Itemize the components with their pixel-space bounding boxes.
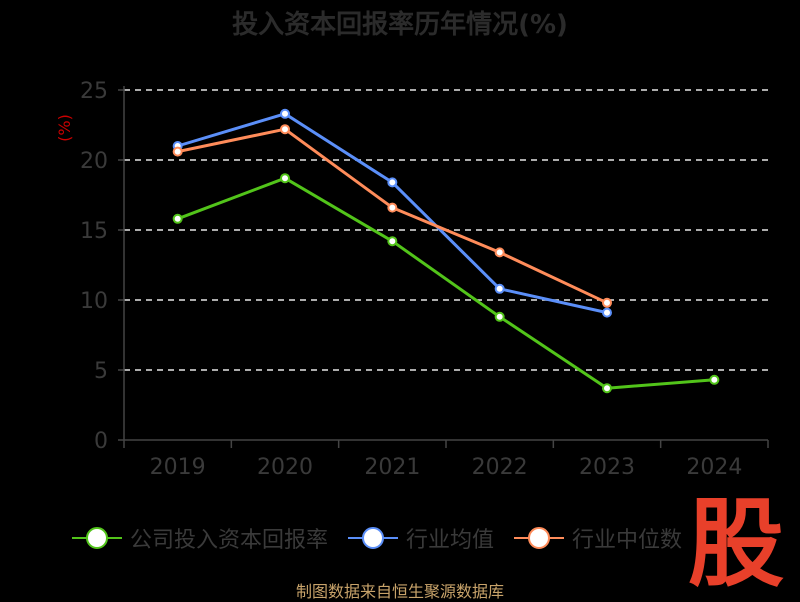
legend-item: 公司投入资本回报率: [72, 522, 328, 554]
chart-legend: 公司投入资本回报率 行业均值 行业中位数: [72, 522, 702, 554]
y-tick-label: 25: [80, 79, 108, 104]
data-point: [602, 383, 612, 394]
data-point: [602, 307, 612, 318]
x-tick-label: 2022: [472, 455, 528, 480]
series-line: [177, 127, 608, 305]
data-point: [709, 374, 720, 385]
legend-label: 公司投入资本回报率: [130, 528, 329, 553]
legend-label: 行业中位数: [572, 528, 683, 553]
data-point: [387, 202, 398, 213]
x-tick-label: 2020: [257, 455, 313, 480]
y-tick-label: 5: [94, 359, 108, 384]
series-line: [177, 176, 715, 390]
watermark-logo: 股: [688, 488, 784, 600]
data-point: [494, 311, 505, 322]
x-tick-label: 2021: [364, 455, 420, 480]
data-source-note: 制图数据来自恒生聚源数据库: [295, 582, 504, 601]
data-point: [280, 124, 290, 135]
chart-title: 投入资本回报率历年情况(%): [232, 10, 568, 40]
y-tick-label: 15: [80, 219, 108, 244]
data-point: [494, 247, 505, 258]
legend-item: 行业中位数: [514, 522, 682, 554]
y-tick-label: 20: [80, 149, 108, 174]
data-point: [280, 108, 290, 119]
x-tick-label: 2023: [579, 455, 635, 480]
legend-swatch: [514, 523, 565, 553]
data-point: [280, 173, 290, 184]
x-tick-label: 2024: [686, 455, 742, 480]
data-point: [387, 177, 398, 188]
x-tick-label: 2019: [150, 455, 206, 480]
legend-label: 行业均值: [406, 528, 495, 553]
series-line: [177, 112, 608, 315]
data-point: [494, 283, 505, 294]
legend-swatch: [348, 523, 399, 553]
data-point: [172, 146, 183, 157]
y-tick-label: 0: [94, 429, 108, 454]
data-point: [602, 297, 612, 308]
legend-swatch: [72, 523, 122, 553]
data-point: [172, 213, 183, 224]
legend-item: 行业均值: [348, 522, 494, 554]
y-tick-label: 10: [80, 289, 108, 314]
data-point: [387, 236, 398, 247]
y-axis-label: (%): [55, 114, 74, 142]
